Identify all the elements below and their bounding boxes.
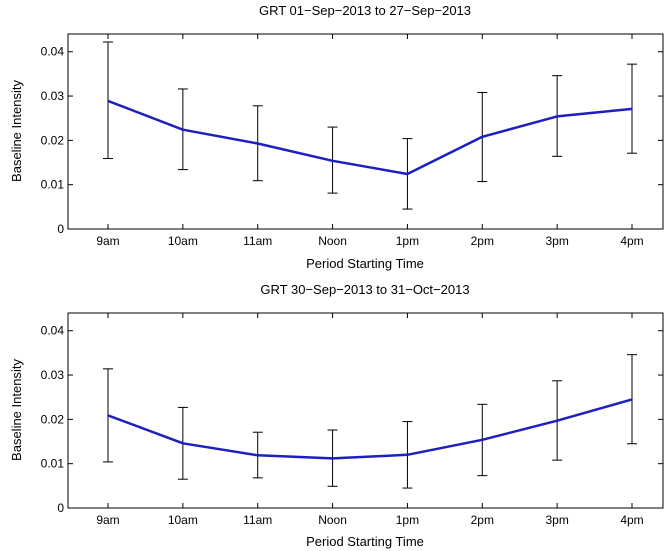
series-line-group [107, 99, 633, 176]
x-tick-label: 10am [168, 234, 198, 248]
data-point [406, 454, 409, 456]
data-point [556, 419, 558, 422]
data-point [331, 457, 334, 460]
data-point [331, 159, 334, 162]
y-axis: 0 0.01 0.02 0.03 0.04 [41, 324, 663, 515]
x-tick-label: 2pm [471, 234, 494, 248]
y-tick-label: 0.01 [41, 178, 65, 192]
data-point [481, 136, 484, 138]
data-point [481, 438, 484, 441]
x-tick-label: 1pm [396, 234, 419, 248]
series-line [107, 99, 633, 176]
series-line [107, 398, 633, 460]
chart-title: GRT 30−Sep−2013 to 31−Oct−2013 [260, 282, 469, 297]
data-point [182, 128, 184, 131]
data-point [182, 442, 184, 445]
y-tick-label: 0.03 [41, 368, 65, 382]
y-tick-label: 0.02 [41, 133, 65, 147]
x-axis: 9am 10am 11am Noon 1pm 2pm 3pm 4pm [96, 313, 644, 527]
x-tick-label: 1pm [396, 513, 419, 527]
plot-area [67, 312, 664, 509]
x-axis-label: Period Starting Time [306, 256, 424, 271]
y-tick-label: 0 [57, 222, 64, 236]
y-tick-label: 0.03 [41, 89, 65, 103]
x-tick-label: 3pm [545, 234, 568, 248]
data-point [107, 414, 109, 417]
x-axis-label: Period Starting Time [306, 534, 424, 549]
x-tick-label: 4pm [620, 234, 643, 248]
data-point [107, 100, 109, 102]
plot-area [67, 33, 664, 230]
data-point [256, 142, 259, 145]
data-point [406, 173, 409, 175]
x-tick-label: 9am [96, 234, 119, 248]
chart-panel-1: GRT 01−Sep−2013 to 27−Sep−2013 0 0.01 0.02… [9, 3, 664, 271]
x-tick-label: 11am [243, 513, 272, 527]
x-tick-label: Noon [318, 234, 347, 248]
series-line-group [107, 398, 633, 460]
y-axis-label: Baseline Intensity [9, 359, 24, 461]
y-tick-label: 0.01 [41, 457, 65, 471]
y-axis: 0 0.01 0.02 0.03 0.04 [41, 45, 663, 236]
y-tick-label: 0 [57, 501, 64, 515]
x-tick-label: 11am [243, 234, 272, 248]
x-tick-label: 3pm [545, 513, 568, 527]
y-axis-label: Baseline Intensity [9, 80, 24, 182]
x-tick-label: 9am [96, 513, 119, 527]
x-tick-label: 2pm [471, 513, 494, 527]
x-axis: 9am 10am 11am Noon 1pm 2pm 3pm 4pm [96, 34, 644, 248]
chart-title: GRT 01−Sep−2013 to 27−Sep−2013 [259, 3, 471, 18]
y-tick-label: 0.04 [41, 45, 65, 59]
y-tick-label: 0.02 [41, 412, 65, 426]
data-point [631, 398, 633, 401]
x-tick-label: Noon [318, 513, 347, 527]
chart-panel-2: GRT 30−Sep−2013 to 31−Oct−2013 0 0.01 0.02… [9, 282, 664, 549]
x-tick-label: 10am [168, 513, 198, 527]
data-point [631, 108, 633, 110]
data-point [556, 115, 558, 118]
data-point [256, 454, 259, 457]
x-tick-label: 4pm [620, 513, 643, 527]
y-tick-label: 0.04 [41, 324, 65, 338]
